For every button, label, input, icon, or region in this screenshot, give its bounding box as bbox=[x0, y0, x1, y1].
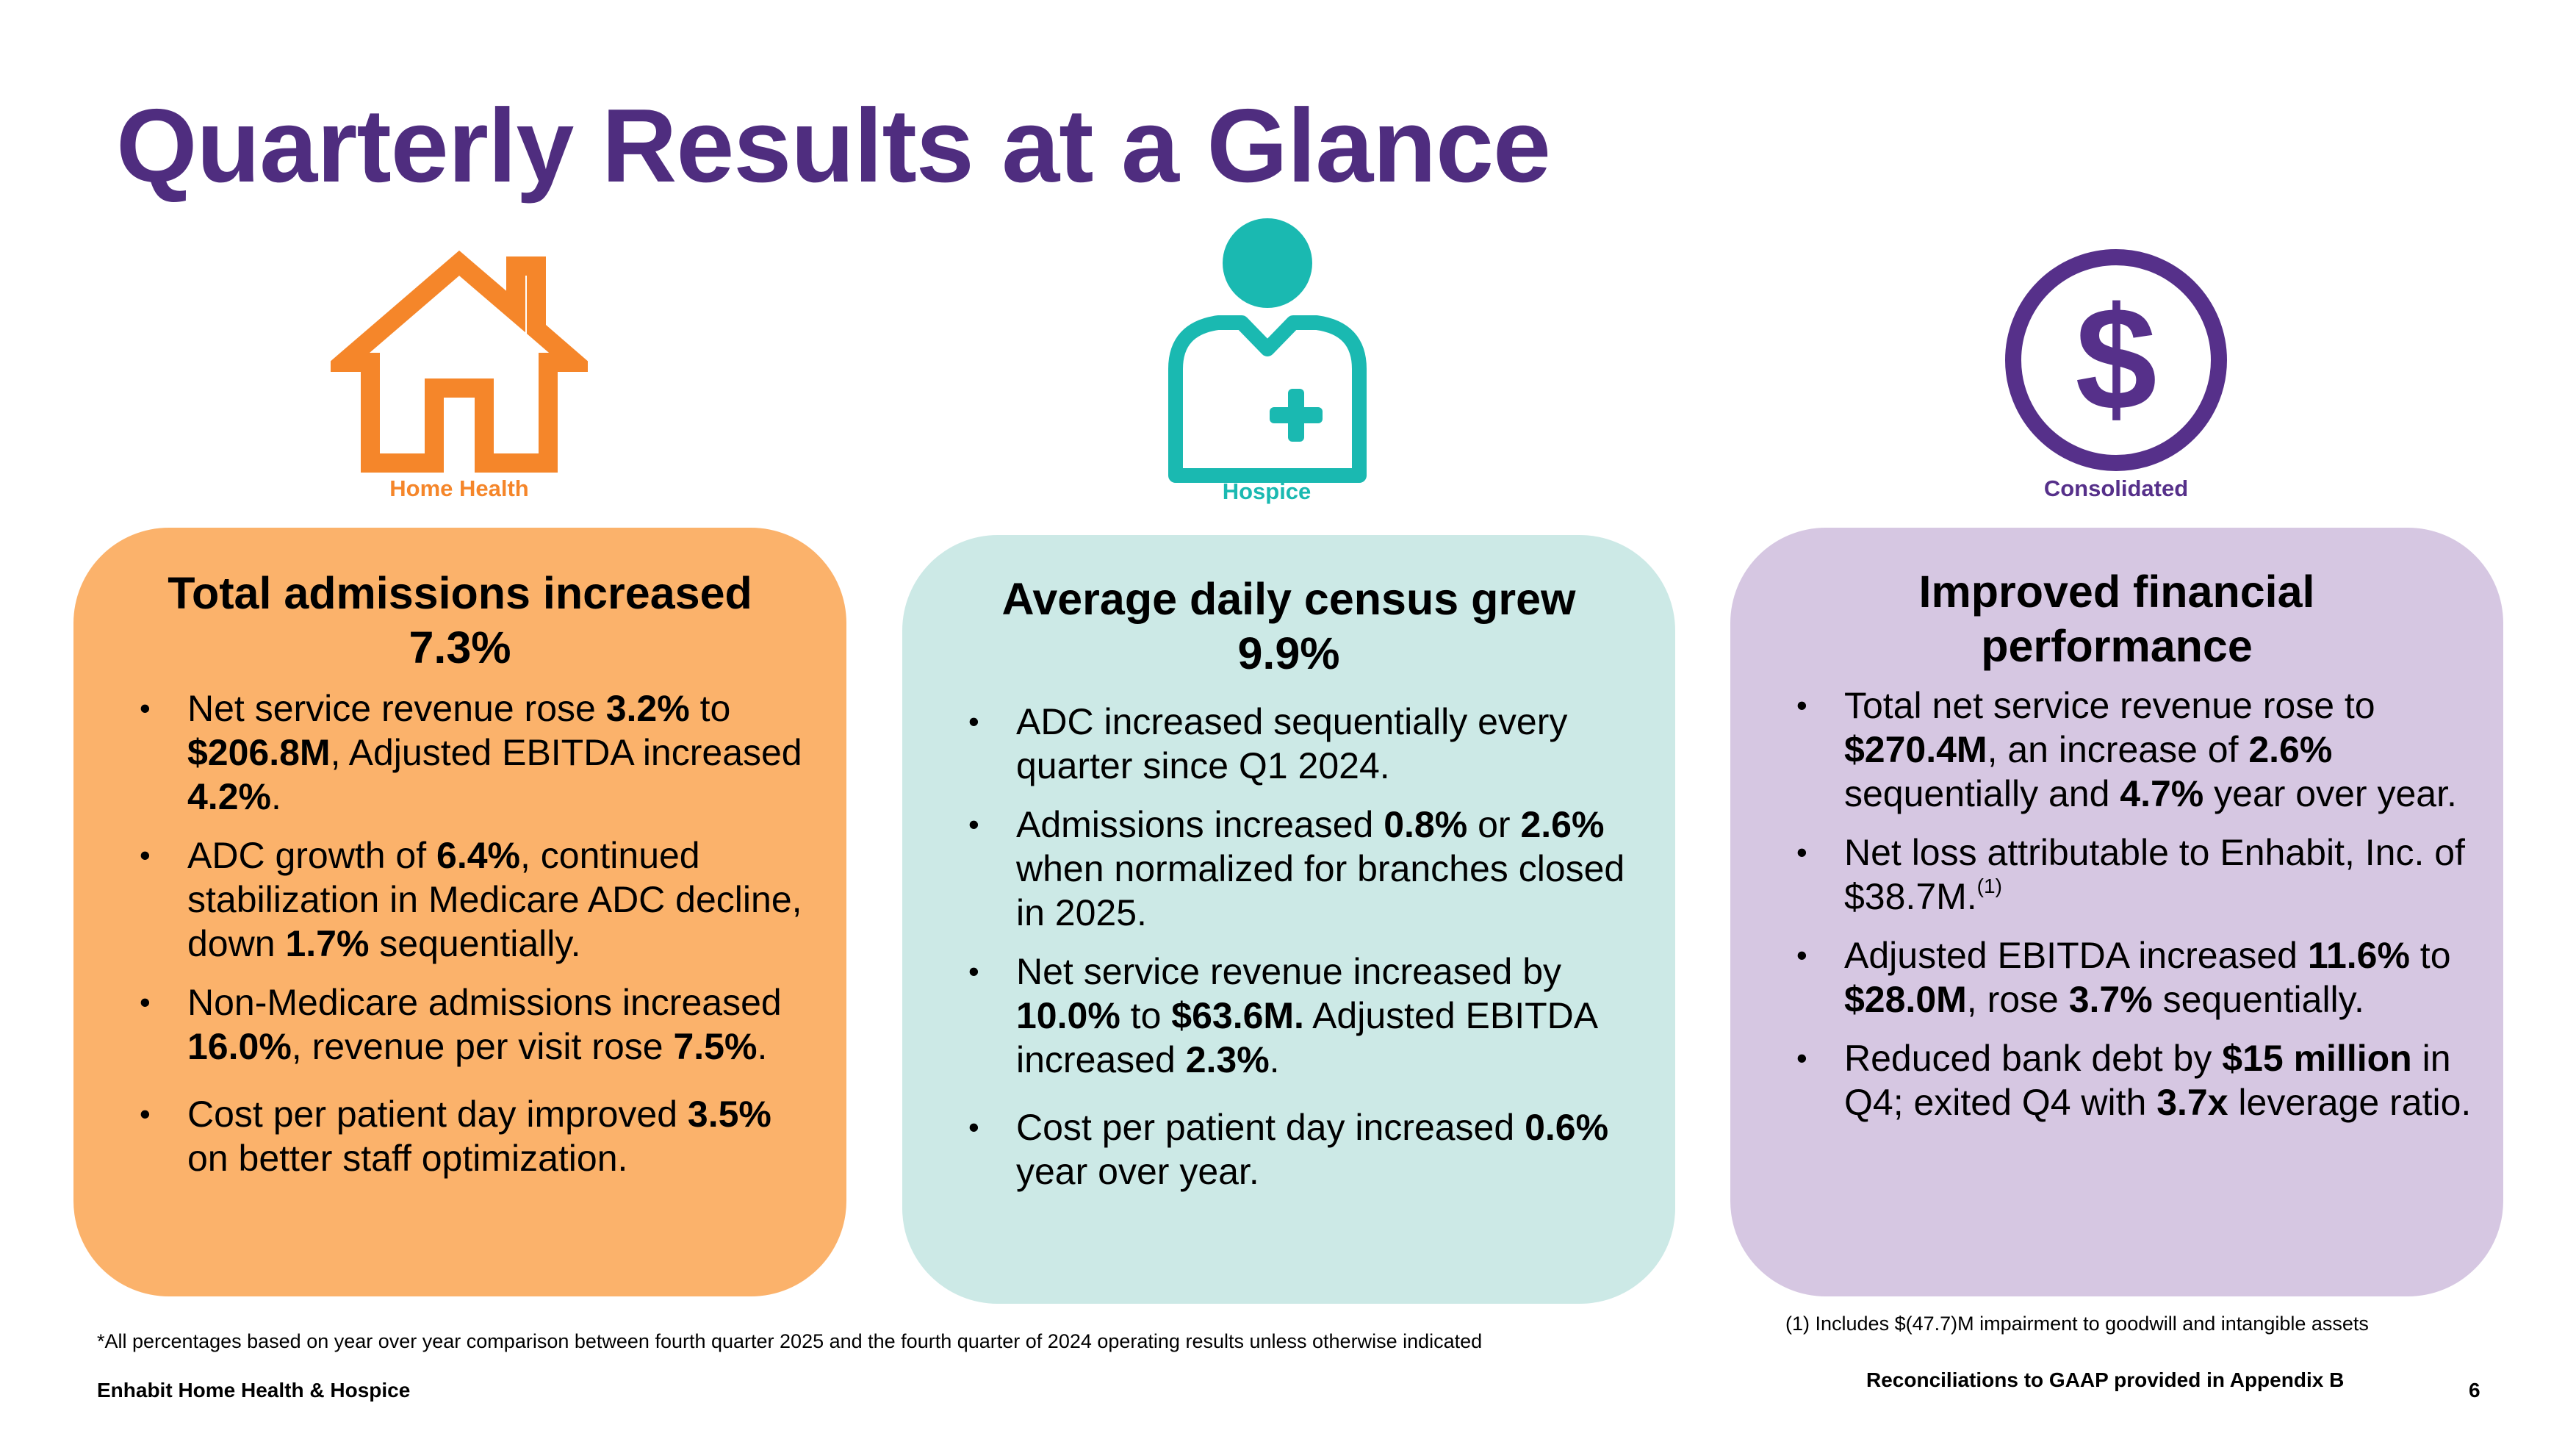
consolidated-bullets: Total net service revenue rose to $270.4… bbox=[1760, 683, 2474, 1124]
home-health-heading: Total admissions increased 7.3% bbox=[103, 566, 817, 675]
list-item: ADC increased sequentially every quarter… bbox=[932, 700, 1646, 788]
svg-text:$: $ bbox=[2075, 277, 2156, 441]
impairment-footnote: (1) Includes $(47.7)M impairment to good… bbox=[1785, 1313, 2369, 1335]
footnote-marker: (1) bbox=[1976, 875, 2002, 897]
heading-line-2: 7.3% bbox=[409, 622, 511, 672]
nurse-icon bbox=[1168, 218, 1367, 483]
heading-line-1: Average daily census grew bbox=[1001, 574, 1576, 624]
list-item: Net service revenue increased by 10.0% t… bbox=[932, 950, 1646, 1082]
list-item: Net loss attributable to Enhabit, Inc. o… bbox=[1760, 830, 2474, 919]
list-item: Admissions increased 0.8% or 2.6% when n… bbox=[932, 803, 1646, 935]
heading-line-2: performance bbox=[1981, 621, 2253, 671]
house-icon bbox=[331, 250, 588, 473]
consolidated-card: Improved financial performance Total net… bbox=[1730, 528, 2503, 1296]
page-number: 6 bbox=[2469, 1379, 2480, 1402]
list-item: Cost per patient day increased 0.6% year… bbox=[932, 1105, 1646, 1194]
company-name: Enhabit Home Health & Hospice bbox=[97, 1379, 411, 1402]
dollar-icon: $ bbox=[2005, 249, 2227, 471]
percentages-footnote: *All percentages based on year over year… bbox=[97, 1330, 1483, 1352]
heading-line-1: Total admissions increased bbox=[168, 568, 752, 618]
list-item: Non-Medicare admissions increased 16.0%,… bbox=[103, 980, 817, 1069]
heading-line-2: 9.9% bbox=[1237, 628, 1340, 678]
list-item: Cost per patient day improved 3.5% on be… bbox=[103, 1092, 817, 1180]
home-health-card: Total admissions increased 7.3% Net serv… bbox=[73, 528, 846, 1296]
hospice-label: Hospice bbox=[1222, 478, 1312, 504]
hospice-heading: Average daily census grew 9.9% bbox=[932, 572, 1646, 681]
list-item: ADC growth of 6.4%, continued stabilizat… bbox=[103, 833, 817, 966]
home-health-bullets: Net service revenue rose 3.2% to $206.8M… bbox=[103, 686, 817, 1180]
heading-line-1: Improved financial bbox=[1918, 567, 2315, 617]
page-title: Quarterly Results at a Glance bbox=[116, 87, 1551, 204]
list-item: Net service revenue rose 3.2% to $206.8M… bbox=[103, 686, 817, 819]
list-item: Adjusted EBITDA increased 11.6% to $28.0… bbox=[1760, 933, 2474, 1022]
hospice-card: Average daily census grew 9.9% ADC incre… bbox=[902, 535, 1675, 1304]
home-health-label: Home Health bbox=[389, 476, 529, 501]
consolidated-heading: Improved financial performance bbox=[1760, 564, 2474, 673]
list-item: Total net service revenue rose to $270.4… bbox=[1760, 683, 2474, 816]
consolidated-label: Consolidated bbox=[2043, 476, 2189, 501]
list-item: Reduced bank debt by $15 million in Q4; … bbox=[1760, 1036, 2474, 1124]
gaap-reconciliation-note: Reconciliations to GAAP provided in Appe… bbox=[1866, 1368, 2345, 1391]
hospice-bullets: ADC increased sequentially every quarter… bbox=[932, 700, 1646, 1194]
